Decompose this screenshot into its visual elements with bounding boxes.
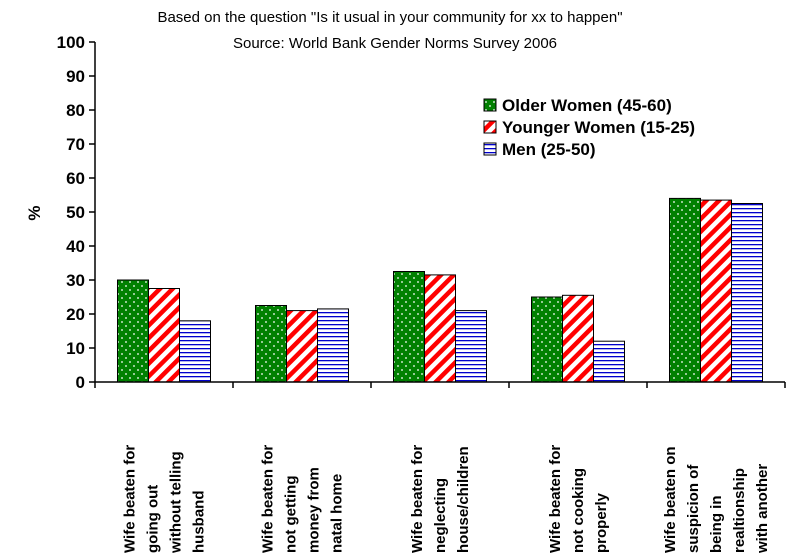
- category-label-line: Wife beaten on: [662, 446, 679, 553]
- bar-3-4: [593, 340, 625, 383]
- category-label-line: suspicion of: [685, 464, 702, 553]
- category-label-line: not getting: [283, 476, 300, 553]
- bar-1-3: [393, 271, 425, 383]
- category-label-line: house/children: [455, 446, 472, 553]
- category-label-line: Wife beaten for: [260, 445, 277, 553]
- bar-2-4: [562, 294, 594, 383]
- category-label-line: Wife beaten for: [409, 445, 426, 553]
- category-label-line: neglecting: [432, 478, 449, 553]
- y-tick-label: 100: [57, 33, 85, 52]
- category-label-line: realtionship: [731, 468, 748, 553]
- category-label-line: going out: [145, 485, 162, 553]
- bar-2-3: [424, 274, 456, 383]
- category-label-line: with another: [754, 464, 771, 554]
- subtitle-line-1: Based on the question "Is it usual in yo…: [157, 9, 622, 26]
- category-label-line: Wife beaten for: [547, 445, 564, 553]
- bar-2-2: [286, 310, 318, 383]
- legend-label-2: Younger Women (15-25): [502, 118, 695, 137]
- bars: [94, 197, 786, 388]
- bar-2-1: [148, 288, 180, 383]
- y-tick-label: 0: [76, 373, 85, 392]
- bar-3-3: [455, 310, 487, 383]
- x-axis-category-labels: Wife beaten for going out without telling h…: [122, 445, 772, 554]
- y-tick-label: 90: [66, 67, 85, 86]
- legend-label-1: Older Women (45-60): [502, 96, 672, 115]
- bar-3-1: [179, 320, 211, 383]
- y-tick-label: 10: [66, 339, 85, 358]
- legend-label-3: Men (25-50): [502, 140, 596, 159]
- bar-3-2: [317, 308, 349, 383]
- category-label-line: Wife beaten for: [122, 445, 139, 553]
- legend-swatch-2: [483, 120, 497, 134]
- bar-2-5: [700, 199, 732, 383]
- bar-3-5: [731, 203, 763, 383]
- category-label-line: money from: [306, 467, 323, 553]
- subtitle-line-2: Source: World Bank Gender Norms Survey 2…: [233, 35, 557, 52]
- y-tick-label: 20: [66, 305, 85, 324]
- y-tick-label: 40: [66, 237, 85, 256]
- y-tick-label: 60: [66, 169, 85, 188]
- legend: Older Women (45-60) Younger Women (15-25)…: [483, 96, 695, 159]
- y-axis-label: %: [25, 205, 44, 220]
- category-label-line: being in: [708, 496, 725, 554]
- y-axis-ticks: 0 10 20 30 40 50 60 70 80 90 100: [57, 33, 95, 392]
- bar-1-4: [531, 296, 563, 383]
- legend-swatch-3: [483, 142, 497, 156]
- y-tick-label: 50: [66, 203, 85, 222]
- chart-subtitle: Based on the question "Is it usual in yo…: [157, 9, 622, 52]
- category-label-line: properly: [593, 492, 610, 553]
- category-label-line: without telling: [168, 451, 185, 554]
- bar-1-5: [669, 197, 701, 383]
- category-label-line: husband: [191, 491, 208, 554]
- category-label-line: natal home: [329, 474, 346, 553]
- legend-swatch-1: [483, 98, 497, 112]
- y-tick-label: 80: [66, 101, 85, 120]
- bar-1-2: [255, 305, 287, 383]
- y-tick-label: 70: [66, 135, 85, 154]
- category-label-line: not cooking: [570, 468, 587, 553]
- y-tick-label: 30: [66, 271, 85, 290]
- bar-1-1: [117, 279, 149, 383]
